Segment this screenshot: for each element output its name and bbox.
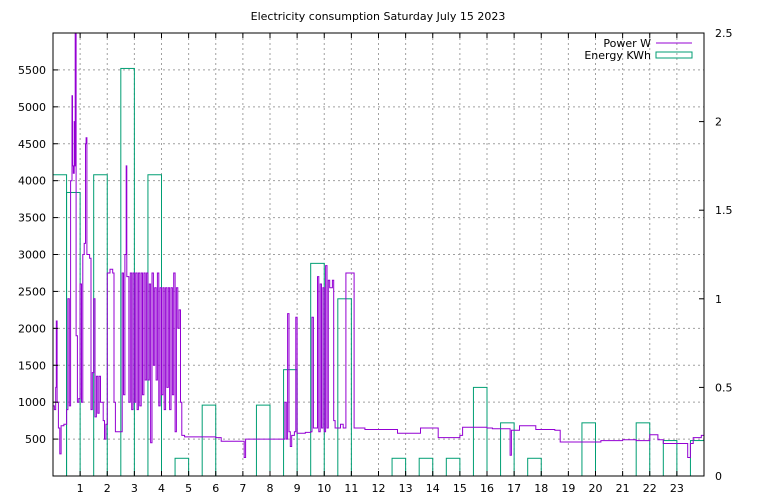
x-tick-label: 8: [267, 482, 274, 495]
chart-title: Electricity consumption Saturday July 15…: [251, 10, 506, 23]
energy-bar: [500, 422, 515, 477]
x-tick-label: 11: [344, 482, 358, 495]
energy-bar: [418, 457, 434, 477]
x-tick-label: 1: [77, 482, 84, 495]
energy-bar: [472, 386, 488, 477]
x-tick-label: 15: [453, 482, 467, 495]
y-tick-label-left: 4500: [18, 138, 46, 151]
y-tick-label-left: 2000: [18, 322, 46, 335]
energy-bar: [635, 422, 651, 477]
y-tick-label-left: 4000: [18, 175, 46, 188]
x-tick-label: 4: [158, 482, 165, 495]
energy-bar: [689, 440, 705, 477]
x-tick-label: 9: [294, 482, 301, 495]
energy-bar: [527, 457, 542, 477]
y-tick-label-right: 0.5: [715, 381, 733, 394]
energy-bar: [283, 369, 298, 477]
axes: 1 2 3 4 5 6 7 8 9 10 11 12 13 14 15 16 17 18 19 20 21 22 23500…: [18, 27, 733, 495]
energy-bar: [120, 67, 135, 477]
x-tick-label: 3: [131, 482, 138, 495]
y-tick-label-left: 5000: [18, 101, 46, 114]
x-tick-label: 14: [426, 482, 440, 495]
y-tick-label-right: 2: [715, 116, 722, 129]
legend-swatch-energy: [655, 51, 693, 59]
y-tick-label-left: 1000: [18, 396, 46, 409]
y-tick-label-left: 500: [25, 433, 46, 446]
y-tick-label-right: 0: [715, 470, 722, 483]
x-tick-label: 7: [239, 482, 246, 495]
x-tick-label: 13: [399, 482, 413, 495]
x-tick-label: 20: [589, 482, 603, 495]
y-tick-label-left: 5500: [18, 64, 46, 77]
y-tick-label-right: 1: [715, 293, 722, 306]
power-series-path: [53, 32, 704, 458]
y-tick-label-left: 1500: [18, 359, 46, 372]
energy-bar: [445, 457, 461, 477]
energy-bar: [391, 457, 407, 477]
x-tick-label: 10: [317, 482, 331, 495]
energy-bar: [662, 440, 678, 477]
y-tick-label-left: 3000: [18, 249, 46, 262]
y-tick-label-right: 2.5: [715, 27, 733, 40]
x-tick-label: 12: [372, 482, 386, 495]
x-tick-label: 2: [104, 482, 111, 495]
energy-bar: [337, 298, 352, 477]
x-tick-label: 16: [480, 482, 494, 495]
x-tick-label: 19: [561, 482, 575, 495]
x-tick-label: 17: [507, 482, 521, 495]
power-line: [53, 32, 704, 458]
x-tick-label: 6: [212, 482, 219, 495]
legend-label-power: Power W: [603, 37, 651, 50]
x-tick-label: 23: [670, 482, 684, 495]
x-tick-label: 18: [534, 482, 548, 495]
x-tick-label: 21: [616, 482, 630, 495]
energy-bar: [581, 422, 596, 477]
y-tick-label-left: 3500: [18, 212, 46, 225]
x-tick-label: 22: [643, 482, 657, 495]
y-tick-label-right: 1.5: [715, 204, 733, 217]
energy-bar: [174, 457, 190, 477]
energy-bar: [255, 404, 271, 477]
legend-label-energy: Energy KWh: [584, 49, 651, 62]
energy-bar: [66, 191, 81, 477]
energy-bar: [93, 174, 108, 477]
energy-bar: [201, 404, 217, 477]
x-tick-label: 5: [185, 482, 192, 495]
legend: Power W Energy KWh: [584, 37, 693, 62]
y-tick-label-left: 2500: [18, 285, 46, 298]
